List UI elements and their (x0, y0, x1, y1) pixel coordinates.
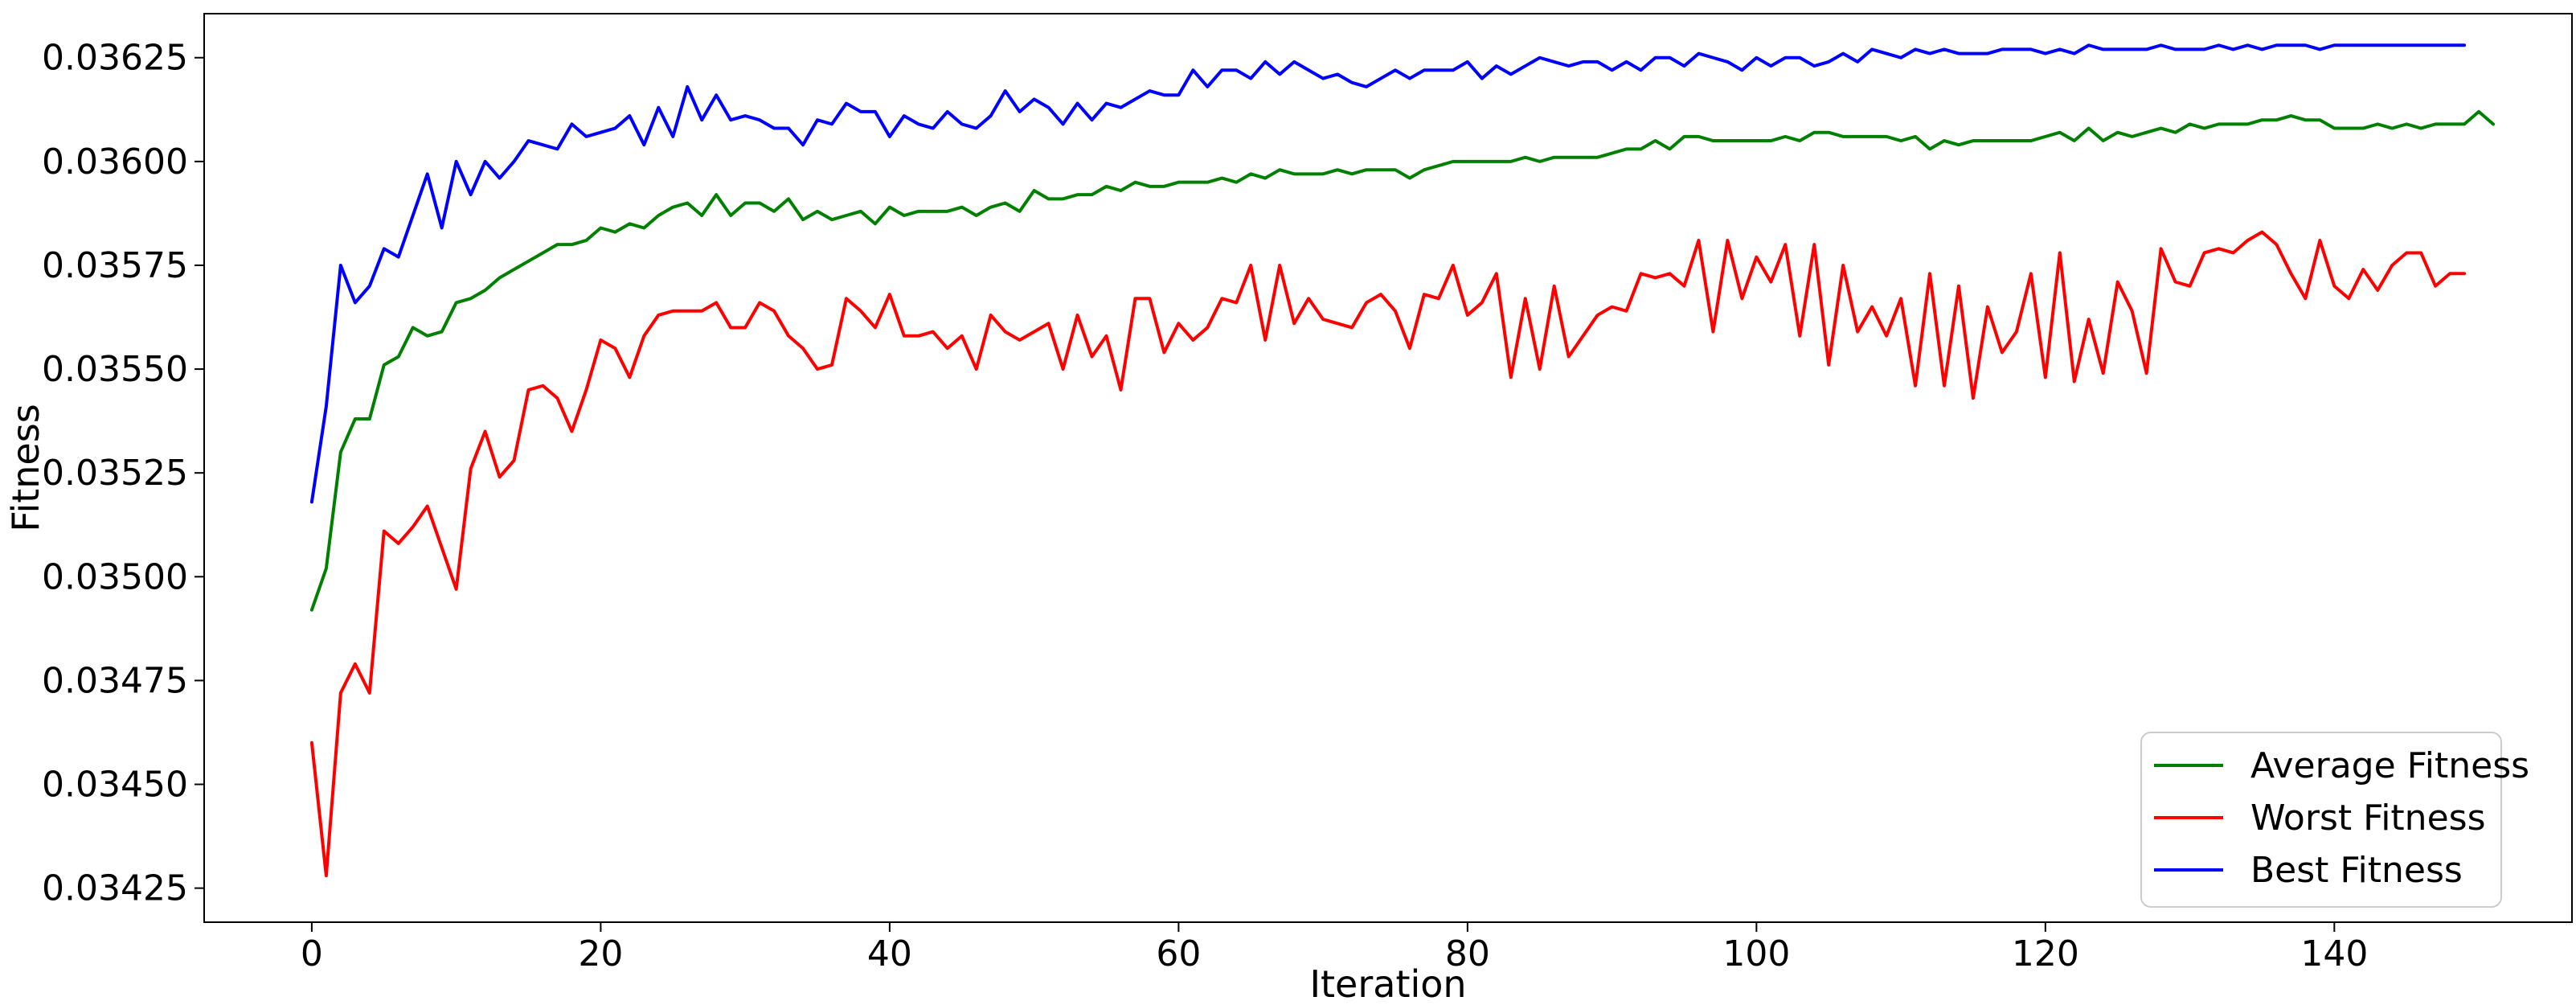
y-axis-label: Fitness (4, 404, 47, 531)
legend-label-average: Average Fitness (2250, 745, 2529, 786)
x-tick-label: 60 (1156, 933, 1201, 974)
legend: Average Fitness Worst Fitness Best Fitne… (2140, 732, 2529, 908)
x-tick-label: 40 (867, 933, 912, 974)
x-tick-label: 120 (2012, 933, 2079, 974)
x-tick-label: 140 (2300, 933, 2368, 974)
y-tick-label: 0.03525 (42, 453, 188, 494)
y-axis: 0.03425 0.03450 0.03475 0.03500 0.03525 0.035… (42, 38, 204, 909)
y-tick-label: 0.03600 (42, 142, 188, 183)
x-tick-label: 100 (1722, 933, 1790, 974)
series-layer (309, 43, 2496, 878)
series-line-best-fitness (309, 43, 2467, 504)
y-tick-label: 0.03450 (42, 765, 188, 806)
series-line-average-fitness (309, 109, 2496, 612)
series-line-worst-fitness (309, 230, 2467, 878)
y-tick-label: 0.03575 (42, 245, 188, 286)
x-axis: 0 20 40 60 80 100 120 140 (301, 922, 2368, 974)
x-axis-label: Iteration (1309, 962, 1466, 1005)
plot-frame (203, 13, 2573, 923)
legend-label-best: Best Fitness (2250, 850, 2463, 891)
legend-box (2140, 732, 2502, 908)
y-tick-label: 0.03425 (42, 868, 188, 909)
x-tick-label: 20 (578, 933, 623, 974)
y-tick-label: 0.03550 (42, 349, 188, 390)
legend-label-worst: Worst Fitness (2250, 798, 2486, 839)
y-tick-label: 0.03625 (42, 38, 188, 79)
y-tick-label: 0.03500 (42, 556, 188, 597)
y-tick-label: 0.03475 (42, 660, 188, 701)
x-tick-label: 0 (301, 933, 323, 974)
x-tick-label: 80 (1445, 933, 1490, 974)
